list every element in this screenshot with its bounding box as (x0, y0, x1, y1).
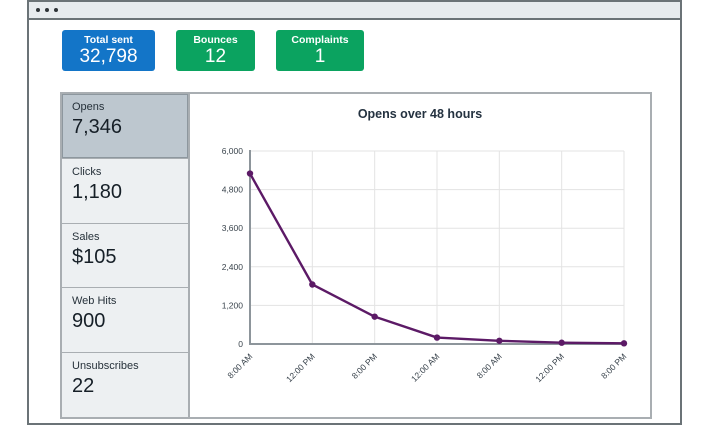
metrics-sidebar: Opens 7,346 Clicks 1,180 Sales $105 Web … (62, 94, 190, 417)
sidebar-item-value: 7,346 (72, 116, 123, 138)
svg-text:2,400: 2,400 (222, 262, 244, 272)
stat-card-value: 12 (204, 46, 227, 67)
stat-card-label: Total sent (84, 34, 133, 46)
sidebar-item-label: Unsubscribes (72, 360, 139, 373)
sidebar-item-label: Web Hits (72, 295, 117, 308)
sidebar-item-sales[interactable]: Sales $105 (62, 223, 188, 289)
svg-text:12:00 PM: 12:00 PM (284, 351, 317, 384)
svg-text:3,600: 3,600 (222, 223, 244, 233)
window-titlebar (29, 2, 680, 20)
sidebar-item-unsubscribes[interactable]: Unsubscribes 22 (62, 353, 188, 417)
window-dot-icon (36, 8, 40, 12)
sidebar-item-opens[interactable]: Opens 7,346 (62, 94, 188, 159)
stat-card-value: 32,798 (79, 46, 138, 67)
svg-text:8:00 PM: 8:00 PM (350, 351, 379, 380)
sidebar-item-label: Clicks (72, 165, 102, 178)
stat-card-value: 1 (314, 46, 326, 67)
chart-panel: Opens over 48 hours 0 1,200 2,400 3,600 4,80… (190, 94, 650, 417)
stat-card-label: Bounces (193, 34, 238, 46)
sidebar-item-web-hits[interactable]: Web Hits 900 (62, 288, 188, 354)
sidebar-item-value: 1,180 (72, 180, 123, 203)
svg-text:12:00 AM: 12:00 AM (409, 351, 441, 383)
sidebar-item-label: Opens (72, 101, 105, 113)
stat-card-complaints[interactable]: Complaints 1 (276, 30, 364, 71)
stat-cards-row: Total sent 32,798 Bounces 12 Complaints … (62, 30, 364, 71)
app-window: Total sent 32,798 Bounces 12 Complaints … (27, 0, 682, 425)
opens-line-chart: 0 1,200 2,400 3,600 4,800 6,000 8:00 AM 12:00 P… (222, 146, 629, 384)
svg-text:8:00 PM: 8:00 PM (599, 351, 628, 380)
svg-text:8:00 AM: 8:00 AM (225, 351, 254, 380)
svg-text:8:00 AM: 8:00 AM (475, 351, 504, 380)
svg-text:1,200: 1,200 (222, 300, 244, 310)
stat-card-bounces[interactable]: Bounces 12 (176, 30, 255, 71)
svg-text:4,800: 4,800 (222, 185, 244, 195)
stat-card-total-sent[interactable]: Total sent 32,798 (62, 30, 155, 71)
sidebar-item-value: $105 (72, 245, 117, 268)
window-dot-icon (45, 8, 49, 12)
svg-text:0: 0 (238, 339, 243, 349)
dashboard-content: Total sent 32,798 Bounces 12 Complaints … (29, 20, 680, 423)
window-dot-icon (54, 8, 58, 12)
sidebar-item-value: 22 (72, 375, 95, 398)
chart-title: Opens over 48 hours (357, 107, 483, 121)
sidebar-item-value: 900 (72, 310, 106, 333)
svg-text:12:00 PM: 12:00 PM (533, 351, 566, 384)
svg-text:6,000: 6,000 (222, 146, 244, 156)
stat-card-label: Complaints (291, 34, 349, 46)
sidebar-item-clicks[interactable]: Clicks 1,180 (62, 158, 188, 224)
sidebar-item-label: Sales (72, 230, 100, 243)
metrics-panel: Opens 7,346 Clicks 1,180 Sales $105 Web … (60, 92, 652, 419)
